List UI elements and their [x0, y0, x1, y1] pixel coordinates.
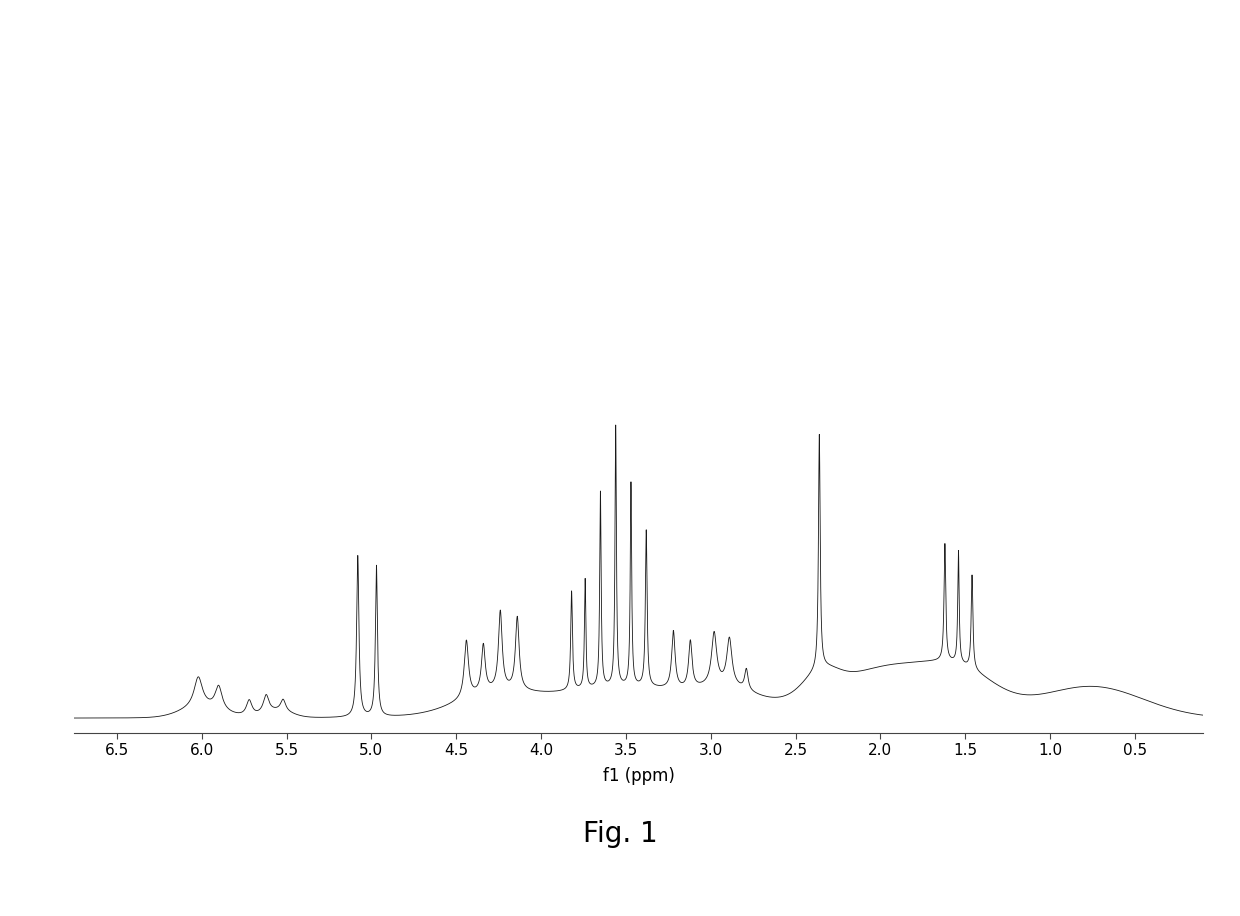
X-axis label: f1 (ppm): f1 (ppm): [603, 767, 675, 784]
Text: Fig. 1: Fig. 1: [583, 820, 657, 847]
